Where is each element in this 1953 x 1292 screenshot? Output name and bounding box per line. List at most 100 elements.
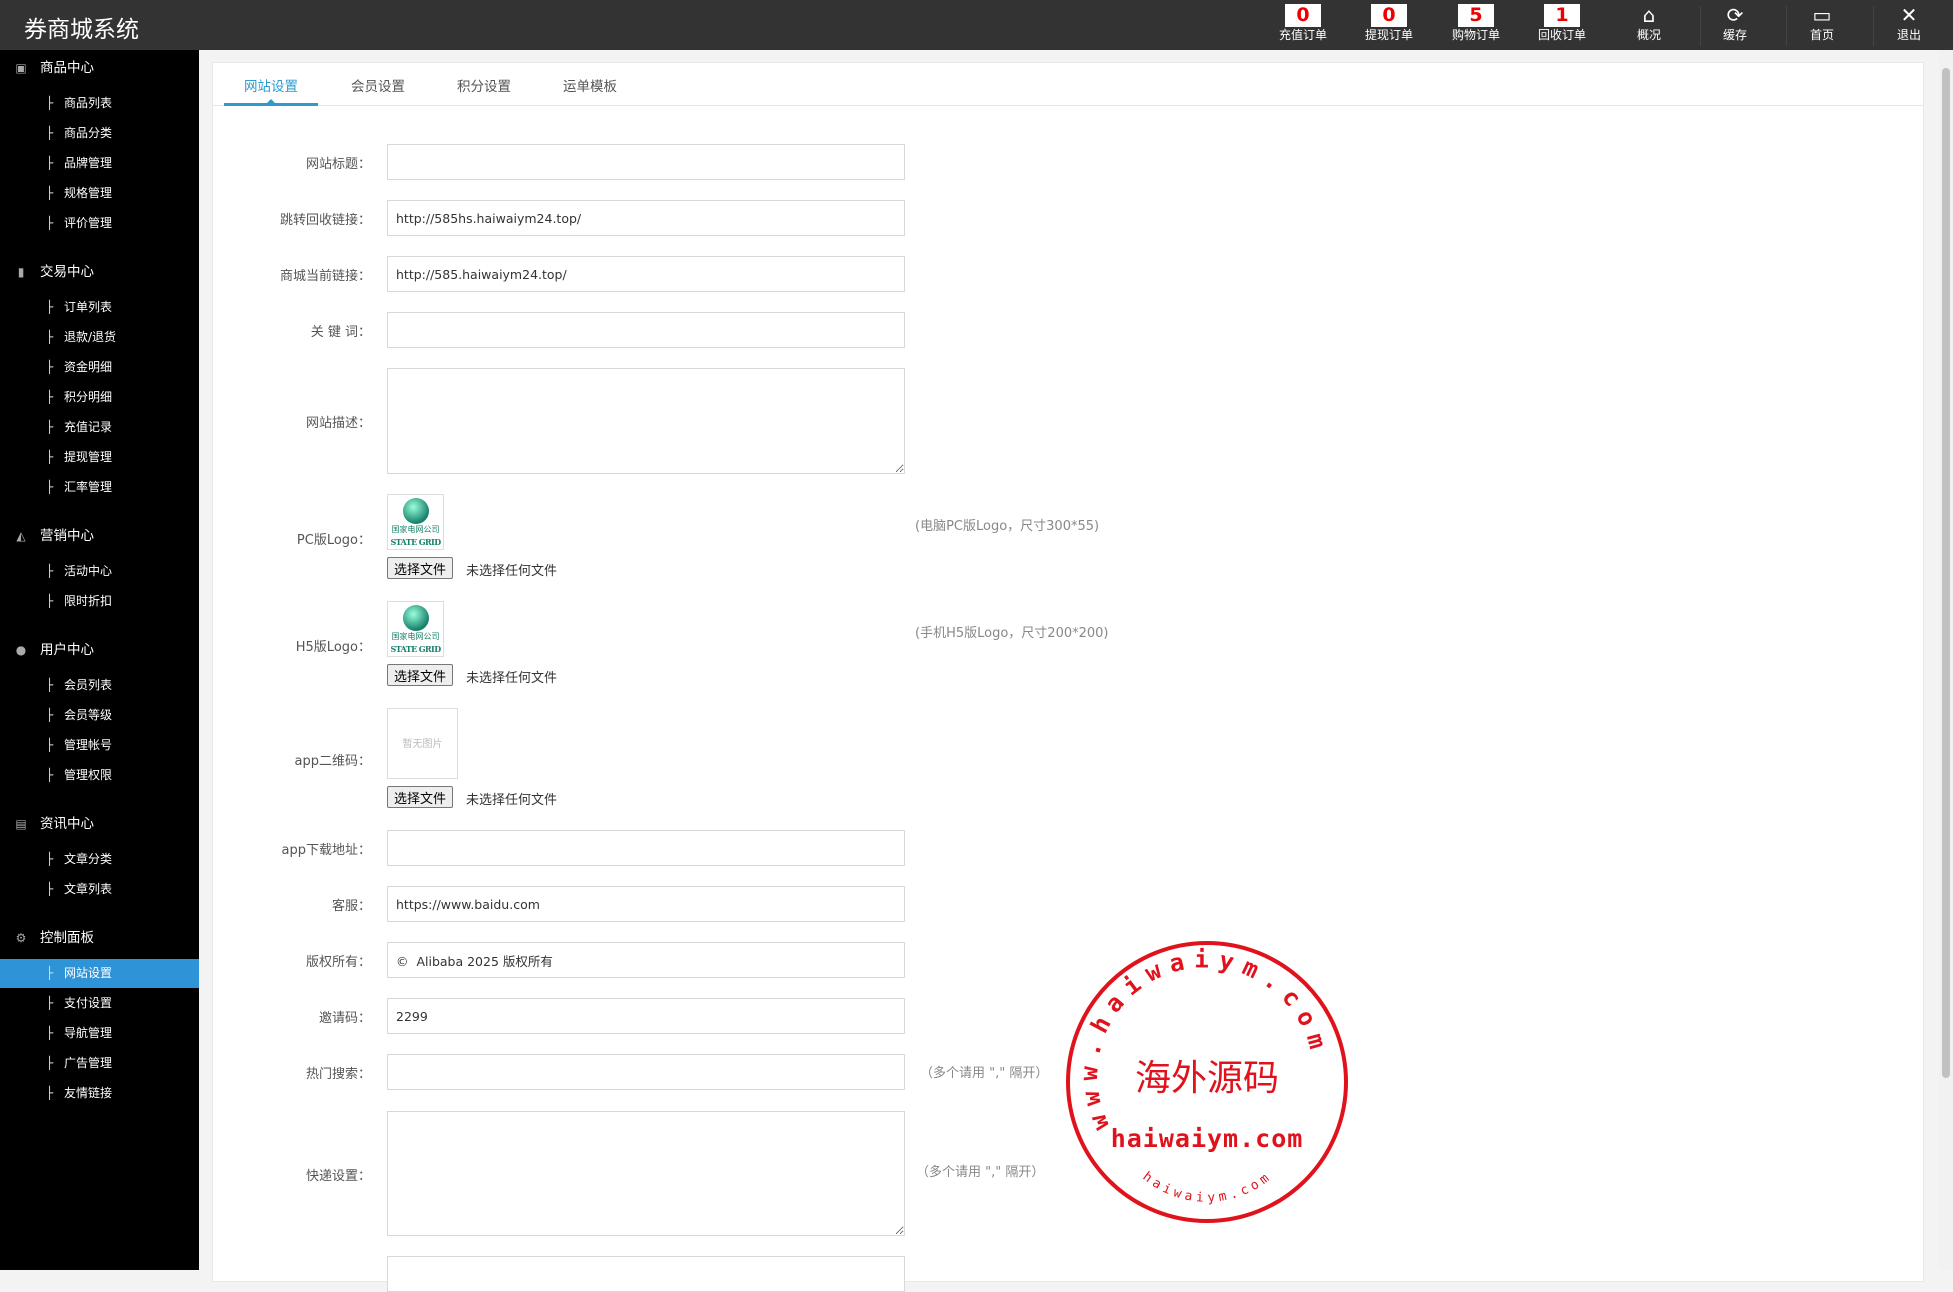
tab-points-settings[interactable]: 积分设置 bbox=[457, 79, 511, 95]
sidebar-item[interactable]: ├ 文章分类 bbox=[0, 845, 199, 874]
invite-code-input[interactable] bbox=[387, 998, 905, 1034]
sidebar-item-label: 支付设置 bbox=[64, 996, 113, 1010]
sidebar-item-label: 友情链接 bbox=[64, 1086, 113, 1100]
sidebar-section[interactable]: ⚙ 控制面板 bbox=[0, 924, 199, 952]
keywords-input[interactable] bbox=[387, 312, 905, 348]
tab-site-settings[interactable]: 网站设置 bbox=[224, 75, 318, 106]
recharge-orders-button[interactable]: 0 充值订单 bbox=[1268, 4, 1338, 43]
sidebar-item[interactable]: ├ 汇率管理 bbox=[0, 473, 199, 502]
pc-logo-choose-file-button[interactable]: 选择文件 bbox=[387, 557, 454, 579]
h5-logo-file-status: 未选择任何文件 bbox=[466, 671, 558, 686]
sidebar-item-label: 文章分类 bbox=[64, 852, 113, 866]
tree-branch-icon: ├ bbox=[46, 96, 54, 110]
recycle-orders-button[interactable]: 1 回收订单 bbox=[1527, 4, 1597, 43]
sidebar-item-label: 文章列表 bbox=[64, 882, 113, 896]
home-page-button[interactable]: ▭ 首页 bbox=[1787, 4, 1857, 43]
sidebar-item[interactable]: ├ 会员等级 bbox=[0, 701, 199, 730]
sidebar-item-label: 管理帐号 bbox=[64, 738, 113, 752]
document-icon: ▤ bbox=[15, 817, 27, 831]
vertical-scrollbar[interactable] bbox=[1939, 50, 1953, 1270]
logo-text: 国家电网公司 bbox=[391, 525, 440, 534]
sidebar-item[interactable]: ├ 友情链接 bbox=[0, 1079, 199, 1108]
gear-icon: ⚙ bbox=[15, 931, 27, 945]
scrollbar-thumb[interactable] bbox=[1942, 68, 1950, 1078]
tree-branch-icon: ├ bbox=[46, 678, 54, 692]
invite-code-label: 邀请码： bbox=[318, 1011, 371, 1026]
sidebar-item[interactable]: ├ 广告管理 bbox=[0, 1049, 199, 1078]
app-download-input[interactable] bbox=[387, 830, 905, 866]
sidebar-section[interactable]: ◭ 营销中心 bbox=[0, 522, 199, 550]
app-download-label: app下载地址： bbox=[281, 843, 371, 858]
close-icon: ✕ bbox=[1900, 3, 1918, 27]
tree-branch-icon: ├ bbox=[46, 1086, 54, 1100]
sidebar-section[interactable]: ● 用户中心 bbox=[0, 636, 199, 664]
sidebar-item-label: 品牌管理 bbox=[64, 156, 113, 170]
hot-search-hint: （多个请用 "," 隔开） bbox=[920, 1066, 1049, 1081]
sidebar-section-label: 用户中心 bbox=[40, 642, 94, 658]
sidebar-section-label: 控制面板 bbox=[40, 930, 94, 946]
sidebar-section[interactable]: ▣ 商品中心 bbox=[0, 54, 199, 82]
nav-label: 提现订单 bbox=[1364, 28, 1413, 42]
nav-label: 退出 bbox=[1896, 28, 1921, 42]
tree-branch-icon: ├ bbox=[46, 126, 54, 140]
cache-button[interactable]: ⟳ 缓存 bbox=[1700, 4, 1770, 43]
sidebar-item[interactable]: ├ 退款/退货 bbox=[0, 323, 199, 352]
sidebar-item[interactable]: ├ 提现管理 bbox=[0, 443, 199, 472]
h5-logo-choose-file-button[interactable]: 选择文件 bbox=[387, 664, 454, 686]
redirect-url-input[interactable] bbox=[387, 200, 905, 236]
service-input[interactable] bbox=[387, 886, 905, 922]
sidebar-item[interactable]: ├ 订单列表 bbox=[0, 293, 199, 322]
nav-label: 概况 bbox=[1636, 28, 1661, 42]
sidebar-section[interactable]: ▮ 交易中心 bbox=[0, 258, 199, 286]
sidebar-item[interactable]: ├ 评价管理 bbox=[0, 209, 199, 238]
mall-url-input[interactable] bbox=[387, 256, 905, 292]
stamp-bottom-text: haiwaiym.com bbox=[1140, 1169, 1272, 1206]
next-field-input[interactable] bbox=[387, 1256, 905, 1292]
sidebar-item[interactable]: ├ 积分明细 bbox=[0, 383, 199, 412]
stamp-ring bbox=[1066, 941, 1348, 1223]
sidebar-item[interactable]: ├ 品牌管理 bbox=[0, 149, 199, 178]
sidebar-item[interactable]: ├ 支付设置 bbox=[0, 989, 199, 1018]
tree-branch-icon: ├ bbox=[46, 1056, 54, 1070]
sidebar-item-label: 会员列表 bbox=[64, 678, 113, 692]
overview-button[interactable]: ⌂ 概况 bbox=[1614, 4, 1684, 43]
app-qr-choose-file-button[interactable]: 选择文件 bbox=[387, 786, 454, 808]
sidebar-item-label: 导航管理 bbox=[64, 1026, 113, 1040]
tree-branch-icon: ├ bbox=[46, 564, 54, 578]
site-title-input[interactable] bbox=[387, 144, 905, 180]
sidebar-item-label: 评价管理 bbox=[64, 216, 113, 230]
tree-branch-icon: ├ bbox=[46, 708, 54, 722]
sidebar-item-label: 订单列表 bbox=[64, 300, 113, 314]
sidebar-item[interactable]: ├ 限时折扣 bbox=[0, 587, 199, 616]
withdraw-orders-button[interactable]: 0 提现订单 bbox=[1354, 4, 1424, 43]
sidebar-item[interactable]: ├ 活动中心 bbox=[0, 557, 199, 586]
sidebar-item[interactable]: ├ 导航管理 bbox=[0, 1019, 199, 1048]
description-textarea[interactable] bbox=[387, 368, 905, 474]
sidebar-item[interactable]: ├ 会员列表 bbox=[0, 671, 199, 700]
sidebar-item-label: 规格管理 bbox=[64, 186, 113, 200]
hot-search-input[interactable] bbox=[387, 1054, 905, 1090]
h5-logo-image: 国家电网公司 STATE GRID bbox=[387, 601, 444, 657]
shopping-orders-button[interactable]: 5 购物订单 bbox=[1441, 4, 1511, 43]
sidebar-item[interactable]: ├ 文章列表 bbox=[0, 875, 199, 904]
sidebar-item[interactable]: ├ 管理权限 bbox=[0, 761, 199, 790]
sidebar-item[interactable]: ├ 商品列表 bbox=[0, 89, 199, 118]
logout-button[interactable]: ✕ 退出 bbox=[1874, 4, 1944, 43]
globe-logo-icon bbox=[402, 498, 429, 524]
tab-member-settings[interactable]: 会员设置 bbox=[351, 79, 405, 95]
sidebar-item[interactable]: ├ 规格管理 bbox=[0, 179, 199, 208]
sidebar-item[interactable]: ├ 充值记录 bbox=[0, 413, 199, 442]
nav-label: 首页 bbox=[1809, 28, 1834, 42]
sidebar-section[interactable]: ▤ 资讯中心 bbox=[0, 810, 199, 838]
home-icon: ⌂ bbox=[1642, 3, 1656, 27]
sidebar-item[interactable]: ├ 资金明细 bbox=[0, 353, 199, 382]
express-textarea[interactable] bbox=[387, 1111, 905, 1236]
divider bbox=[1700, 6, 1701, 46]
tab-waybill-template[interactable]: 运单模板 bbox=[563, 79, 617, 95]
sidebar-item[interactable]: ├ 商品分类 bbox=[0, 119, 199, 148]
sidebar-item[interactable]: ├ 网站设置 bbox=[0, 959, 199, 988]
sidebar-item[interactable]: ├ 管理帐号 bbox=[0, 731, 199, 760]
sidebar-item-label: 充值记录 bbox=[64, 420, 113, 434]
tree-branch-icon: ├ bbox=[46, 186, 54, 200]
copyright-input[interactable] bbox=[387, 942, 905, 978]
